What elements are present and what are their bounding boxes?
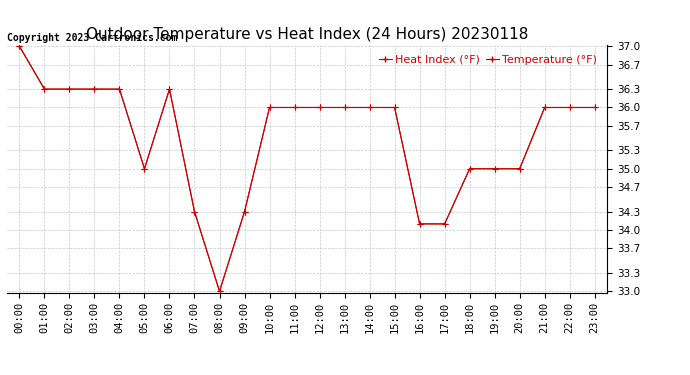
Heat Index (°F) — [15, 44, 23, 48]
Text: Copyright 2023 Cartronics.com: Copyright 2023 Cartronics.com — [7, 33, 177, 42]
Heat Index (°F) — [115, 87, 124, 92]
Temperature (°F) — [566, 105, 574, 110]
Heat Index (°F) — [266, 105, 274, 110]
Heat Index (°F) — [466, 166, 474, 171]
Heat Index (°F) — [366, 105, 374, 110]
Temperature (°F) — [315, 105, 324, 110]
Temperature (°F) — [90, 87, 99, 92]
Temperature (°F) — [515, 166, 524, 171]
Title: Outdoor Temperature vs Heat Index (24 Hours) 20230118: Outdoor Temperature vs Heat Index (24 Ho… — [86, 27, 529, 42]
Temperature (°F) — [240, 209, 248, 214]
Heat Index (°F) — [315, 105, 324, 110]
Heat Index (°F) — [240, 209, 248, 214]
Heat Index (°F) — [440, 222, 449, 226]
Temperature (°F) — [40, 87, 48, 92]
Heat Index (°F) — [215, 289, 224, 294]
Heat Index (°F) — [540, 105, 549, 110]
Temperature (°F) — [415, 222, 424, 226]
Temperature (°F) — [66, 87, 74, 92]
Heat Index (°F) — [66, 87, 74, 92]
Heat Index (°F) — [591, 105, 599, 110]
Heat Index (°F) — [415, 222, 424, 226]
Temperature (°F) — [140, 166, 148, 171]
Temperature (°F) — [340, 105, 348, 110]
Temperature (°F) — [266, 105, 274, 110]
Heat Index (°F) — [391, 105, 399, 110]
Temperature (°F) — [166, 87, 174, 92]
Temperature (°F) — [190, 209, 199, 214]
Temperature (°F) — [290, 105, 299, 110]
Temperature (°F) — [440, 222, 449, 226]
Heat Index (°F) — [40, 87, 48, 92]
Temperature (°F) — [366, 105, 374, 110]
Heat Index (°F) — [340, 105, 348, 110]
Heat Index (°F) — [140, 166, 148, 171]
Heat Index (°F) — [90, 87, 99, 92]
Line: Temperature (°F): Temperature (°F) — [17, 44, 598, 294]
Temperature (°F) — [491, 166, 499, 171]
Temperature (°F) — [115, 87, 124, 92]
Temperature (°F) — [466, 166, 474, 171]
Heat Index (°F) — [166, 87, 174, 92]
Heat Index (°F) — [290, 105, 299, 110]
Heat Index (°F) — [566, 105, 574, 110]
Temperature (°F) — [15, 44, 23, 48]
Temperature (°F) — [591, 105, 599, 110]
Temperature (°F) — [215, 289, 224, 294]
Heat Index (°F) — [190, 209, 199, 214]
Line: Heat Index (°F): Heat Index (°F) — [17, 44, 598, 294]
Temperature (°F) — [540, 105, 549, 110]
Heat Index (°F) — [491, 166, 499, 171]
Heat Index (°F) — [515, 166, 524, 171]
Legend: Heat Index (°F), Temperature (°F): Heat Index (°F), Temperature (°F) — [374, 51, 602, 69]
Temperature (°F) — [391, 105, 399, 110]
